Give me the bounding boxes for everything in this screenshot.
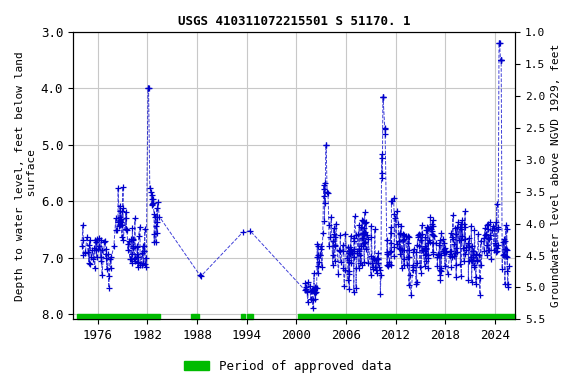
Bar xyxy=(247,314,253,319)
Bar xyxy=(241,314,245,319)
Legend: Period of approved data: Period of approved data xyxy=(179,355,397,378)
Title: USGS 410311072215501 S 51170. 1: USGS 410311072215501 S 51170. 1 xyxy=(178,15,411,28)
Bar xyxy=(191,314,199,319)
Y-axis label: Depth to water level, feet below land
 surface: Depth to water level, feet below land su… xyxy=(15,51,37,301)
Bar xyxy=(77,314,160,319)
Bar xyxy=(298,314,516,319)
Y-axis label: Groundwater level above NGVD 1929, feet: Groundwater level above NGVD 1929, feet xyxy=(551,44,561,307)
